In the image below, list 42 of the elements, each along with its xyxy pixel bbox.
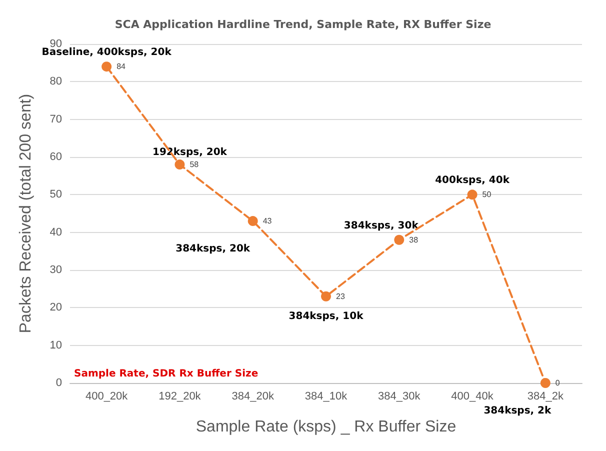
- y-tick-label: 40: [50, 226, 62, 238]
- y-tick-label: 20: [50, 302, 62, 314]
- annotation: Sample Rate, SDR Rx Buffer Size: [74, 368, 258, 380]
- x-tick-label: 400_40k: [451, 390, 494, 402]
- y-tick-label: 50: [50, 188, 62, 201]
- chart-title: SCA Application Hardline Trend, Sample Rate, RX Buffer Size: [114, 18, 492, 31]
- annotation: 384ksps, 10k: [288, 310, 364, 322]
- x-tick-label: 384_2k: [527, 390, 564, 402]
- x-axis-title: Sample Rate (ksps) _ Rx Buffer Size: [196, 418, 456, 436]
- point: [467, 190, 478, 200]
- data-label: 43: [262, 216, 272, 226]
- annotation: 384ksps, 20k: [176, 244, 250, 255]
- y-tick-label: 0: [56, 377, 62, 389]
- data-label: 58: [190, 160, 200, 170]
- annotation: 384ksps, 2k: [484, 406, 552, 416]
- data-label: 23: [336, 292, 346, 301]
- point: [174, 160, 185, 170]
- y-tick-label: 70: [50, 113, 62, 126]
- annotation: 384ksps, 30k: [344, 220, 419, 232]
- annotation: 192ksps, 20k: [152, 147, 228, 158]
- y-tick-label: 90: [50, 38, 62, 50]
- data-label: 50: [482, 190, 492, 200]
- point: [394, 234, 404, 245]
- x-tick-label: 192_20k: [158, 390, 202, 402]
- y-axis-title: Packets Received (total 200 sent): [18, 94, 34, 334]
- data-label: 84: [116, 62, 126, 72]
- point: [102, 62, 112, 72]
- x-tick-label: 384_10k: [304, 390, 348, 402]
- point: [540, 378, 550, 388]
- annotation: Baseline, 400ksps, 20k: [42, 47, 172, 58]
- data-label: 0: [555, 378, 560, 388]
- y-tick-label: 10: [50, 339, 62, 352]
- y-tick-label: 60: [50, 151, 62, 163]
- y-tick-label: 80: [50, 76, 62, 88]
- data-label: 38: [409, 235, 419, 244]
- y-tick-label: 30: [50, 264, 62, 276]
- point: [248, 216, 258, 226]
- x-tick-label: 400_20k: [85, 390, 128, 402]
- x-tick-label: 384_20k: [232, 390, 274, 402]
- annotation: 400ksps, 40k: [435, 175, 510, 186]
- x-tick-label: 384_30k: [378, 390, 421, 402]
- point: [321, 291, 331, 302]
